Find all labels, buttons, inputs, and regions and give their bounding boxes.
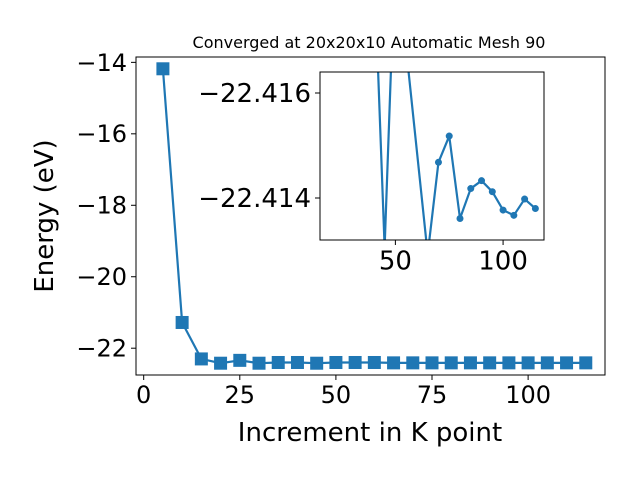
- main-data-point: [310, 356, 324, 370]
- inset-series-layer: [377, 72, 539, 258]
- main-data-point: [540, 356, 554, 370]
- main-data-point: [579, 356, 593, 370]
- main-data-point: [329, 355, 343, 369]
- main-y-ticks: −22 −20 −18 −16 −14: [76, 49, 136, 363]
- main-y-tick-label: −20: [76, 263, 127, 291]
- main-series-layer: [156, 62, 593, 370]
- main-data-point: [348, 355, 362, 369]
- main-y-tick-label: −22: [76, 335, 127, 363]
- main-x-tick-label: 75: [417, 381, 448, 409]
- y-axis-label: Energy (eV): [30, 139, 60, 292]
- main-x-tick-label: 50: [321, 381, 352, 409]
- inset-data-point: [521, 195, 529, 203]
- main-data-point: [560, 356, 574, 370]
- main-data-point: [483, 356, 497, 370]
- main-y-tick-label: −14: [76, 49, 127, 77]
- main-y-tick-label: −16: [76, 120, 127, 148]
- inset-data-point: [499, 206, 507, 214]
- main-data-point: [425, 356, 439, 370]
- main-data-point: [521, 356, 535, 370]
- inset-data-point: [531, 205, 539, 212]
- main-plot-frame: [135, 56, 606, 376]
- main-data-point: [290, 355, 304, 369]
- inset-x-tick-label: 50: [379, 247, 412, 277]
- main-data-point: [252, 356, 266, 370]
- main-data-point: [387, 356, 401, 370]
- inset-data-point: [488, 188, 496, 196]
- main-x-ticks: 0 25 50 75 100: [136, 375, 551, 409]
- inset-data-point: [478, 177, 486, 185]
- main-data-point: [463, 356, 477, 370]
- main-data-point: [156, 62, 170, 76]
- main-data-point: [214, 356, 228, 370]
- main-data-point: [271, 355, 285, 369]
- main-x-tick-label: 0: [136, 381, 151, 409]
- inset-data-point: [424, 251, 431, 258]
- main-data-point: [406, 356, 420, 370]
- inset-y-tick-label: −22.416: [198, 79, 311, 109]
- main-y-tick-label: −18: [76, 192, 127, 220]
- inset-x-ticks: 50 100: [379, 240, 528, 277]
- main-chart: Converged at 20x20x10 Automatic Mesh 90 …: [30, 33, 606, 448]
- main-data-point: [233, 353, 247, 367]
- main-data-point: [367, 355, 381, 369]
- inset-data-point: [445, 132, 453, 140]
- inset-y-tick-label: −22.414: [198, 184, 311, 214]
- main-data-point: [444, 356, 458, 370]
- inset-data-point: [467, 185, 475, 193]
- inset-data-point: [510, 211, 518, 219]
- x-axis-label: Increment in K point: [238, 418, 502, 448]
- main-data-point: [175, 315, 189, 329]
- main-data-point: [502, 356, 516, 370]
- inset-chart: 50 100 −22.416 −22.414: [198, 71, 545, 277]
- inset-plot-frame: [319, 71, 545, 241]
- inset-data-point: [456, 214, 464, 222]
- inset-y-ticks: −22.416 −22.414: [198, 79, 320, 214]
- main-x-tick-label: 100: [505, 381, 551, 409]
- main-data-point: [194, 352, 208, 366]
- inset-x-tick-label: 100: [478, 247, 528, 277]
- main-x-tick-label: 25: [225, 381, 256, 409]
- chart-title: Converged at 20x20x10 Automatic Mesh 90: [193, 33, 546, 52]
- inset-data-point: [434, 158, 442, 166]
